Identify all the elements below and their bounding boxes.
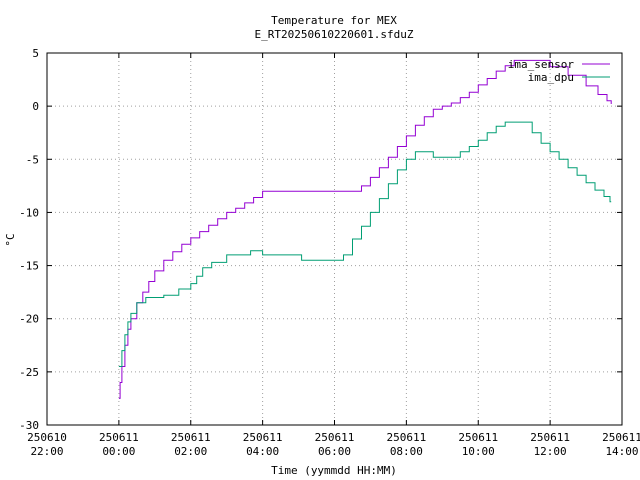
y-tick-label: -5 [26,153,39,166]
x-tick-time-label: 14:00 [605,445,638,458]
y-tick-label: -30 [19,419,39,432]
x-axis-label: Time (yymmdd HH:MM) [271,464,397,477]
series-line-ima-dpu [118,121,612,367]
y-tick-label: 5 [32,47,39,60]
chart-title: Temperature for MEX [271,14,397,27]
x-tick-date-label: 250611 [171,431,211,444]
x-tick-date-label: 250611 [458,431,498,444]
series-lines [118,59,612,399]
x-tick-date-label: 250611 [602,431,640,444]
x-tick-time-label: 10:00 [462,445,495,458]
x-tick-time-label: 08:00 [390,445,423,458]
x-tick-time-label: 00:00 [102,445,135,458]
x-tick-date-label: 250610 [27,431,67,444]
x-tick-date-label: 250611 [315,431,355,444]
x-tick-date-label: 250611 [243,431,283,444]
legend-label: ima_sensor [508,58,575,71]
x-tick-date-label: 250611 [387,431,427,444]
x-tick-time-label: 06:00 [318,445,351,458]
x-tick-time-label: 12:00 [534,445,567,458]
y-tick-label: -25 [19,366,39,379]
x-tick-date-label: 250611 [530,431,570,444]
x-tick-time-label: 22:00 [30,445,63,458]
x-tick-date-label: 250611 [99,431,139,444]
axis-ticks: -30-25-20-15-10-50525061022:0025061100:0… [19,47,640,458]
x-tick-time-label: 04:00 [246,445,279,458]
y-tick-label: 0 [32,100,39,113]
y-tick-label: -20 [19,313,39,326]
y-axis-label: °C [4,233,17,246]
chart-subtitle: E_RT20250610220601.sfduZ [255,28,414,41]
x-tick-time-label: 02:00 [174,445,207,458]
y-tick-label: -15 [19,260,39,273]
y-tick-label: -10 [19,206,39,219]
grid-lines [47,53,622,425]
legend-label: ima_dpu [528,71,574,84]
series-line-ima-sensor [118,59,612,399]
